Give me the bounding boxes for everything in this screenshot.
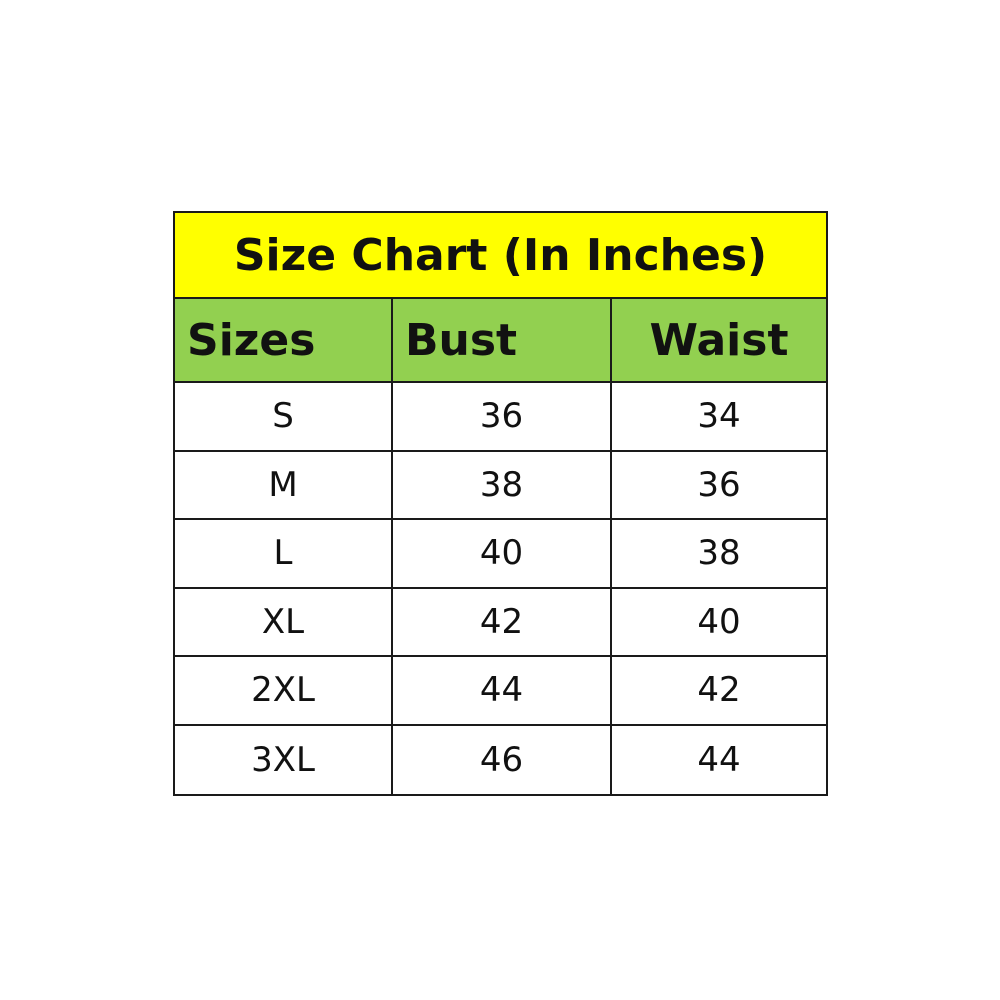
header-bust: Bust bbox=[393, 299, 612, 381]
size-cell: 2XL bbox=[175, 657, 393, 724]
table-row: L 40 38 bbox=[175, 520, 826, 589]
size-cell: 3XL bbox=[175, 725, 393, 794]
waist-cell: 38 bbox=[697, 533, 741, 574]
size-chart-table: Size Chart (In Inches) Sizes Bust Waist … bbox=[173, 211, 828, 796]
size-cell: S bbox=[175, 383, 393, 450]
table-title: Size Chart (In Inches) bbox=[175, 213, 826, 299]
header-sizes: Sizes bbox=[175, 299, 393, 381]
bust-cell: 44 bbox=[393, 657, 612, 724]
bust-cell: 36 bbox=[393, 383, 612, 450]
bust-cell: 38 bbox=[393, 451, 612, 518]
header-waist: Waist bbox=[649, 314, 789, 366]
table-row: 3XL 46 44 bbox=[175, 725, 826, 794]
table-row: XL 42 40 bbox=[175, 588, 826, 657]
waist-cell: 42 bbox=[697, 670, 741, 711]
table-row: 2XL 44 42 bbox=[175, 657, 826, 726]
bust-cell: 42 bbox=[393, 588, 612, 655]
table-row: S 36 34 bbox=[175, 383, 826, 452]
size-cell: XL bbox=[175, 588, 393, 655]
bust-cell: 46 bbox=[393, 725, 612, 794]
bust-cell: 40 bbox=[393, 520, 612, 587]
waist-cell: 40 bbox=[697, 601, 741, 642]
table-row: M 38 36 bbox=[175, 451, 826, 520]
waist-cell: 44 bbox=[697, 739, 741, 780]
size-cell: L bbox=[175, 520, 393, 587]
waist-cell: 34 bbox=[697, 396, 741, 437]
header-row: Sizes Bust Waist bbox=[175, 299, 826, 383]
size-cell: M bbox=[175, 451, 393, 518]
waist-cell: 36 bbox=[697, 464, 741, 505]
